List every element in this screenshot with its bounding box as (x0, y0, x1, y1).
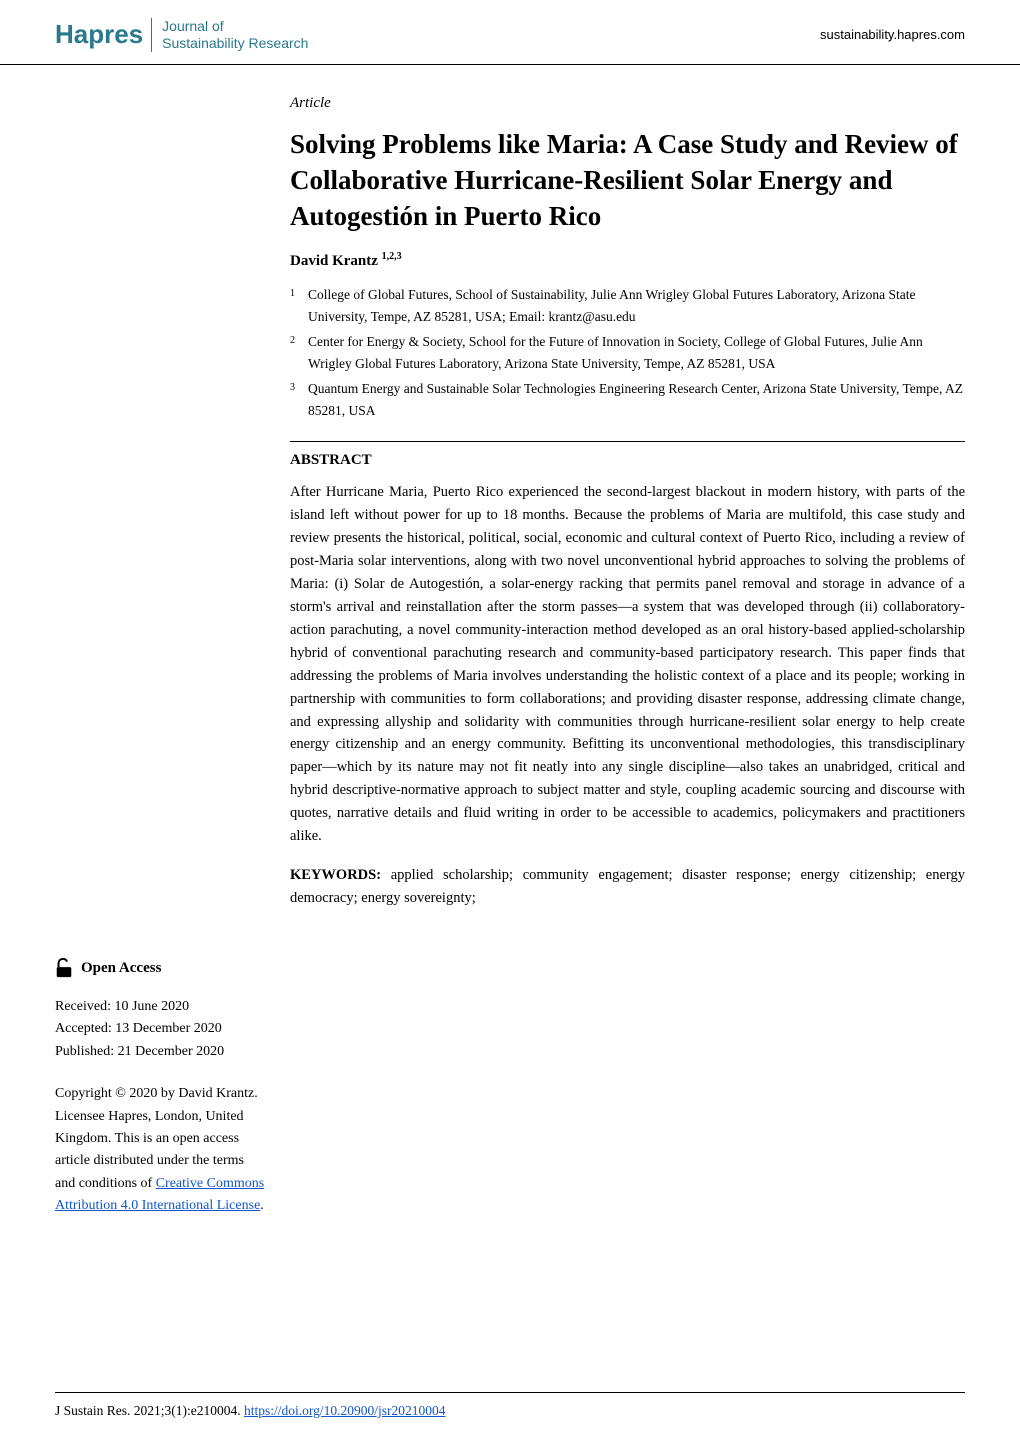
author-name: David Krantz (290, 253, 378, 269)
article-title: Solving Problems like Maria: A Case Stud… (290, 126, 965, 235)
page-footer: J Sustain Res. 2021;3(1):e210004. https:… (55, 1392, 965, 1419)
article-type-label: Article (290, 95, 965, 112)
affiliation-text: College of Global Futures, School of Sus… (308, 284, 965, 327)
open-access-label: Open Access (81, 960, 161, 977)
affiliation-text: Quantum Energy and Sustainable Solar Tec… (308, 378, 965, 421)
keywords-block: KEYWORDS: applied scholarship; community… (290, 864, 965, 910)
accepted-date: Accepted: 13 December 2020 (55, 1018, 265, 1040)
publisher-logo: Hapres (55, 19, 143, 50)
logo-group: Hapres Journal of Sustainability Researc… (55, 18, 308, 52)
keywords-label: KEYWORDS: (290, 867, 381, 883)
open-access-badge: Open Access (55, 958, 265, 978)
published-date: Published: 21 December 2020 (55, 1041, 265, 1063)
affiliation-number: 1 (290, 284, 298, 327)
citation-text: J Sustain Res. 2021;3(1):e210004. (55, 1403, 244, 1418)
keywords-text: applied scholarship; community engagemen… (290, 867, 965, 906)
affiliation-item: 2 Center for Energy & Society, School fo… (290, 331, 965, 374)
copyright-notice: Copyright © 2020 by David Krantz. Licens… (55, 1083, 265, 1217)
journal-name-line2: Sustainability Research (162, 35, 308, 52)
abstract-heading: ABSTRACT (290, 441, 965, 469)
doi-link[interactable]: https://doi.org/10.20900/jsr20210004 (244, 1403, 446, 1418)
abstract-body: After Hurricane Maria, Puerto Rico exper… (290, 481, 965, 848)
journal-url: sustainability.hapres.com (820, 27, 965, 42)
affiliations-list: 1 College of Global Futures, School of S… (290, 284, 965, 422)
affiliation-number: 3 (290, 378, 298, 421)
affiliation-item: 1 College of Global Futures, School of S… (290, 284, 965, 327)
author-affiliation-refs: 1,2,3 (382, 251, 402, 262)
sidebar: Open Access Received: 10 June 2020 Accep… (55, 958, 265, 1218)
author-line: David Krantz 1,2,3 (290, 251, 965, 270)
page-header: Hapres Journal of Sustainability Researc… (0, 0, 1020, 65)
publication-dates: Received: 10 June 2020 Accepted: 13 Dece… (55, 996, 265, 1063)
received-date: Received: 10 June 2020 (55, 996, 265, 1018)
affiliation-text: Center for Energy & Society, School for … (308, 331, 965, 374)
copyright-suffix: . (260, 1198, 264, 1213)
main-content: Article Solving Problems like Maria: A C… (0, 65, 1020, 910)
affiliation-item: 3 Quantum Energy and Sustainable Solar T… (290, 378, 965, 421)
journal-name: Journal of Sustainability Research (151, 18, 308, 52)
open-lock-icon (55, 958, 73, 978)
journal-name-line1: Journal of (162, 18, 308, 35)
affiliation-number: 2 (290, 331, 298, 374)
